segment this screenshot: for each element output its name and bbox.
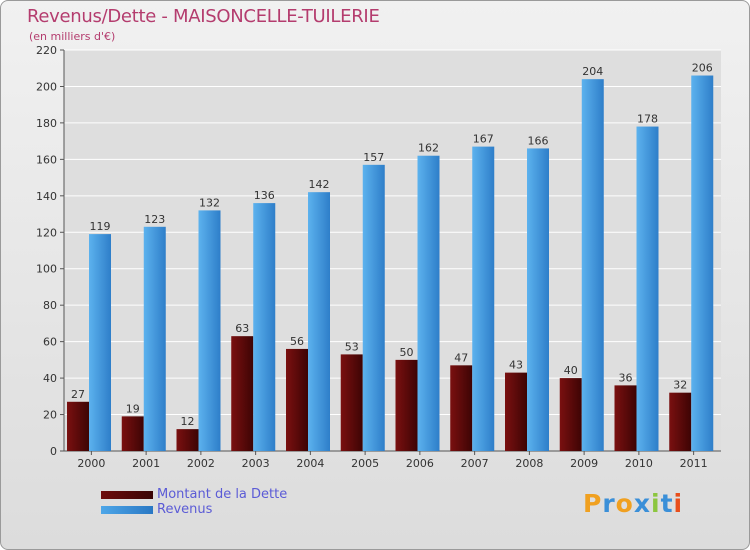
chart-title: Revenus/Dette - MAISONCELLE-TUILERIE	[27, 6, 380, 27]
data-label-revenus: 119	[90, 220, 111, 233]
logo-letter: x	[633, 489, 651, 518]
data-label-dette: 12	[181, 415, 195, 428]
x-tick-label: 2000	[77, 457, 105, 470]
data-label-revenus: 167	[473, 133, 494, 146]
data-label-dette: 27	[71, 388, 85, 401]
y-tick-label: 80	[43, 299, 57, 312]
data-label-revenus: 178	[637, 113, 658, 126]
bar-revenus	[527, 148, 549, 451]
y-tick-label: 220	[36, 44, 57, 57]
bar-dette	[67, 401, 89, 451]
x-tick-label: 2010	[625, 457, 653, 470]
bar-dette	[231, 336, 254, 451]
x-tick-label: 2002	[187, 457, 215, 470]
legend-item-revenus: Revenus	[101, 502, 287, 517]
data-label-revenus: 132	[199, 196, 220, 209]
logo-letter: P	[583, 489, 603, 518]
y-tick-label: 40	[43, 372, 57, 385]
y-tick-label: 180	[36, 117, 57, 130]
x-tick-label: 2005	[351, 457, 379, 470]
proxiti-logo: Proxiti	[583, 489, 683, 518]
data-label-revenus: 123	[144, 213, 165, 226]
y-tick-label: 140	[36, 190, 57, 203]
data-label-dette: 56	[290, 335, 304, 348]
legend-swatch-dette	[101, 490, 153, 499]
bar-dette	[176, 429, 199, 451]
y-tick-label: 100	[36, 263, 57, 276]
x-tick-label: 2008	[515, 457, 543, 470]
bar-dette	[450, 365, 473, 451]
bar-revenus	[581, 79, 604, 451]
chart-subtitle: (en milliers d'€)	[29, 30, 116, 43]
bar-revenus	[362, 164, 385, 451]
y-tick-label: 20	[43, 409, 57, 422]
x-tick-label: 2001	[132, 457, 160, 470]
data-label-dette: 32	[673, 379, 687, 392]
data-label-revenus: 157	[363, 151, 384, 164]
bar-revenus	[89, 234, 111, 451]
legend-label-dette: Montant de la Dette	[157, 487, 288, 502]
bar-revenus	[143, 226, 166, 451]
bar-dette	[614, 385, 637, 451]
bar-dette	[505, 372, 527, 451]
data-label-dette: 50	[400, 346, 414, 359]
logo-letter: t	[660, 489, 674, 518]
logo-letter: i	[673, 489, 684, 518]
plot-background	[64, 50, 721, 451]
x-tick-label: 2011	[680, 457, 708, 470]
y-tick-label: 200	[36, 80, 57, 93]
data-label-revenus: 166	[528, 134, 549, 147]
y-tick-label: 160	[36, 153, 57, 166]
data-label-dette: 40	[564, 364, 578, 377]
bar-dette	[669, 392, 692, 451]
data-label-revenus: 162	[418, 142, 439, 155]
legend-label-revenus: Revenus	[157, 502, 213, 517]
bar-revenus	[636, 126, 659, 452]
x-tick-label: 2007	[461, 457, 489, 470]
x-tick-label: 2009	[570, 457, 598, 470]
bar-dette	[395, 359, 418, 451]
data-label-revenus: 206	[692, 62, 713, 75]
y-tick-label: 0	[50, 445, 57, 458]
bar-revenus	[472, 146, 495, 451]
y-tick-label: 60	[43, 336, 57, 349]
bar-dette	[121, 416, 144, 451]
data-label-dette: 43	[509, 359, 523, 372]
data-label-dette: 47	[454, 351, 468, 364]
data-label-dette: 53	[345, 340, 359, 353]
data-label-dette: 19	[126, 402, 140, 415]
legend-item-dette: Montant de la Dette	[101, 487, 287, 502]
y-tick-label: 120	[36, 226, 57, 239]
legend-swatch-revenus	[101, 505, 153, 514]
data-label-dette: 36	[619, 371, 633, 384]
bar-revenus	[691, 75, 714, 451]
bar-dette	[286, 348, 308, 451]
data-label-dette: 63	[235, 322, 249, 335]
x-tick-label: 2004	[296, 457, 324, 470]
data-label-revenus: 136	[254, 189, 275, 202]
bar-dette	[340, 354, 363, 451]
data-label-revenus: 204	[582, 65, 603, 78]
bar-revenus	[417, 155, 440, 451]
bar-revenus	[198, 210, 221, 451]
bar-revenus	[253, 203, 276, 451]
x-tick-label: 2003	[242, 457, 270, 470]
x-tick-label: 2006	[406, 457, 434, 470]
legend: Montant de la Dette Revenus	[101, 487, 287, 517]
bar-revenus	[308, 192, 330, 451]
data-label-revenus: 142	[309, 178, 330, 191]
logo-letter: o	[615, 489, 634, 518]
logo-letter: r	[602, 489, 616, 518]
bar-dette	[559, 378, 582, 451]
logo-letter: i	[651, 489, 661, 518]
